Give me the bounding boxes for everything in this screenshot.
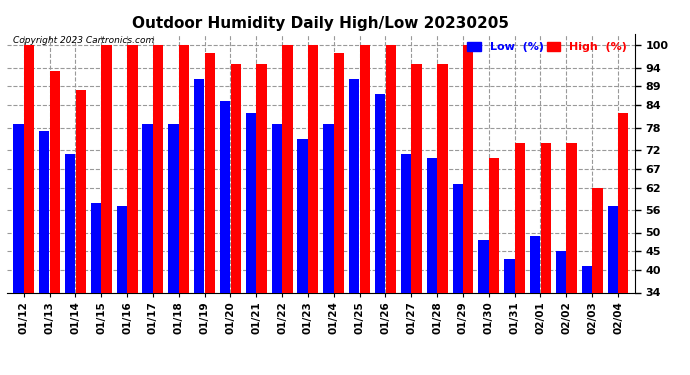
Bar <box>65 154 75 375</box>
Bar <box>607 206 618 375</box>
Bar <box>39 131 50 375</box>
Bar <box>101 45 112 375</box>
Bar <box>437 64 448 375</box>
Bar <box>566 142 577 375</box>
Bar <box>91 202 101 375</box>
Bar <box>13 124 23 375</box>
Bar <box>272 124 282 375</box>
Bar <box>194 79 204 375</box>
Bar <box>297 139 308 375</box>
Bar <box>324 124 334 375</box>
Bar <box>220 101 230 375</box>
Bar <box>426 158 437 375</box>
Bar <box>504 259 515 375</box>
Bar <box>334 53 344 375</box>
Bar <box>349 79 359 375</box>
Text: Copyright 2023 Cartronics.com: Copyright 2023 Cartronics.com <box>13 36 155 45</box>
Bar <box>618 112 629 375</box>
Bar <box>592 188 602 375</box>
Bar <box>582 266 592 375</box>
Bar <box>117 206 127 375</box>
Bar <box>308 45 318 375</box>
Bar <box>359 45 370 375</box>
Bar <box>142 124 152 375</box>
Bar <box>282 45 293 375</box>
Bar <box>478 240 489 375</box>
Bar <box>75 90 86 375</box>
Bar <box>541 142 551 375</box>
Bar <box>127 45 137 375</box>
Bar <box>246 112 256 375</box>
Bar <box>205 53 215 375</box>
Bar <box>463 45 473 375</box>
Legend: Low  (%), High  (%): Low (%), High (%) <box>465 39 629 54</box>
Bar <box>453 184 463 375</box>
Bar <box>530 236 540 375</box>
Bar <box>179 45 189 375</box>
Bar <box>386 45 396 375</box>
Bar <box>168 124 179 375</box>
Bar <box>556 251 566 375</box>
Title: Outdoor Humidity Daily High/Low 20230205: Outdoor Humidity Daily High/Low 20230205 <box>132 16 509 31</box>
Bar <box>24 45 34 375</box>
Bar <box>257 64 267 375</box>
Bar <box>50 71 60 375</box>
Bar <box>375 94 385 375</box>
Bar <box>153 45 164 375</box>
Bar <box>411 64 422 375</box>
Bar <box>401 154 411 375</box>
Bar <box>489 158 500 375</box>
Bar <box>230 64 241 375</box>
Bar <box>515 142 525 375</box>
